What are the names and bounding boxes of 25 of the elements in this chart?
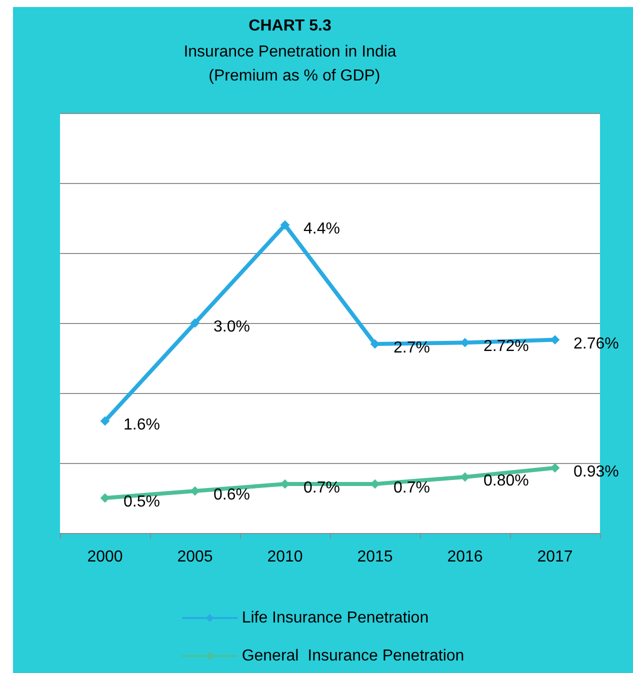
data-label: 1.6% — [124, 416, 160, 434]
data-label: 4.4% — [304, 220, 340, 238]
point — [460, 472, 470, 482]
data-label: 0.5% — [124, 494, 160, 510]
legend-label: General Insurance Penetration — [242, 648, 464, 664]
chart-subtitle: Insurance Penetration in India (Premium as % of GDP) — [184, 44, 396, 84]
data-label: 3.0% — [214, 318, 250, 336]
data-label: 2.72% — [484, 338, 529, 356]
point — [190, 318, 200, 328]
x-tick-label: 2005 — [177, 548, 213, 566]
point — [190, 486, 200, 496]
point — [280, 220, 290, 230]
x-tick-label: 2010 — [267, 548, 303, 566]
chart-title: CHART 5.3 — [248, 18, 332, 34]
data-label: 0.7% — [394, 480, 430, 496]
point — [100, 416, 110, 426]
x-tick-label: 2016 — [447, 548, 483, 566]
x-tick-label: 2017 — [537, 548, 573, 566]
point — [550, 463, 560, 472]
data-label: 0.80% — [484, 472, 529, 490]
x-tick-label: 2015 — [357, 548, 393, 566]
x-tick-label: 2000 — [87, 548, 123, 566]
data-label: 0.6% — [214, 486, 250, 504]
legend-label: Life Insurance Penetration — [242, 610, 429, 626]
point — [100, 494, 110, 502]
